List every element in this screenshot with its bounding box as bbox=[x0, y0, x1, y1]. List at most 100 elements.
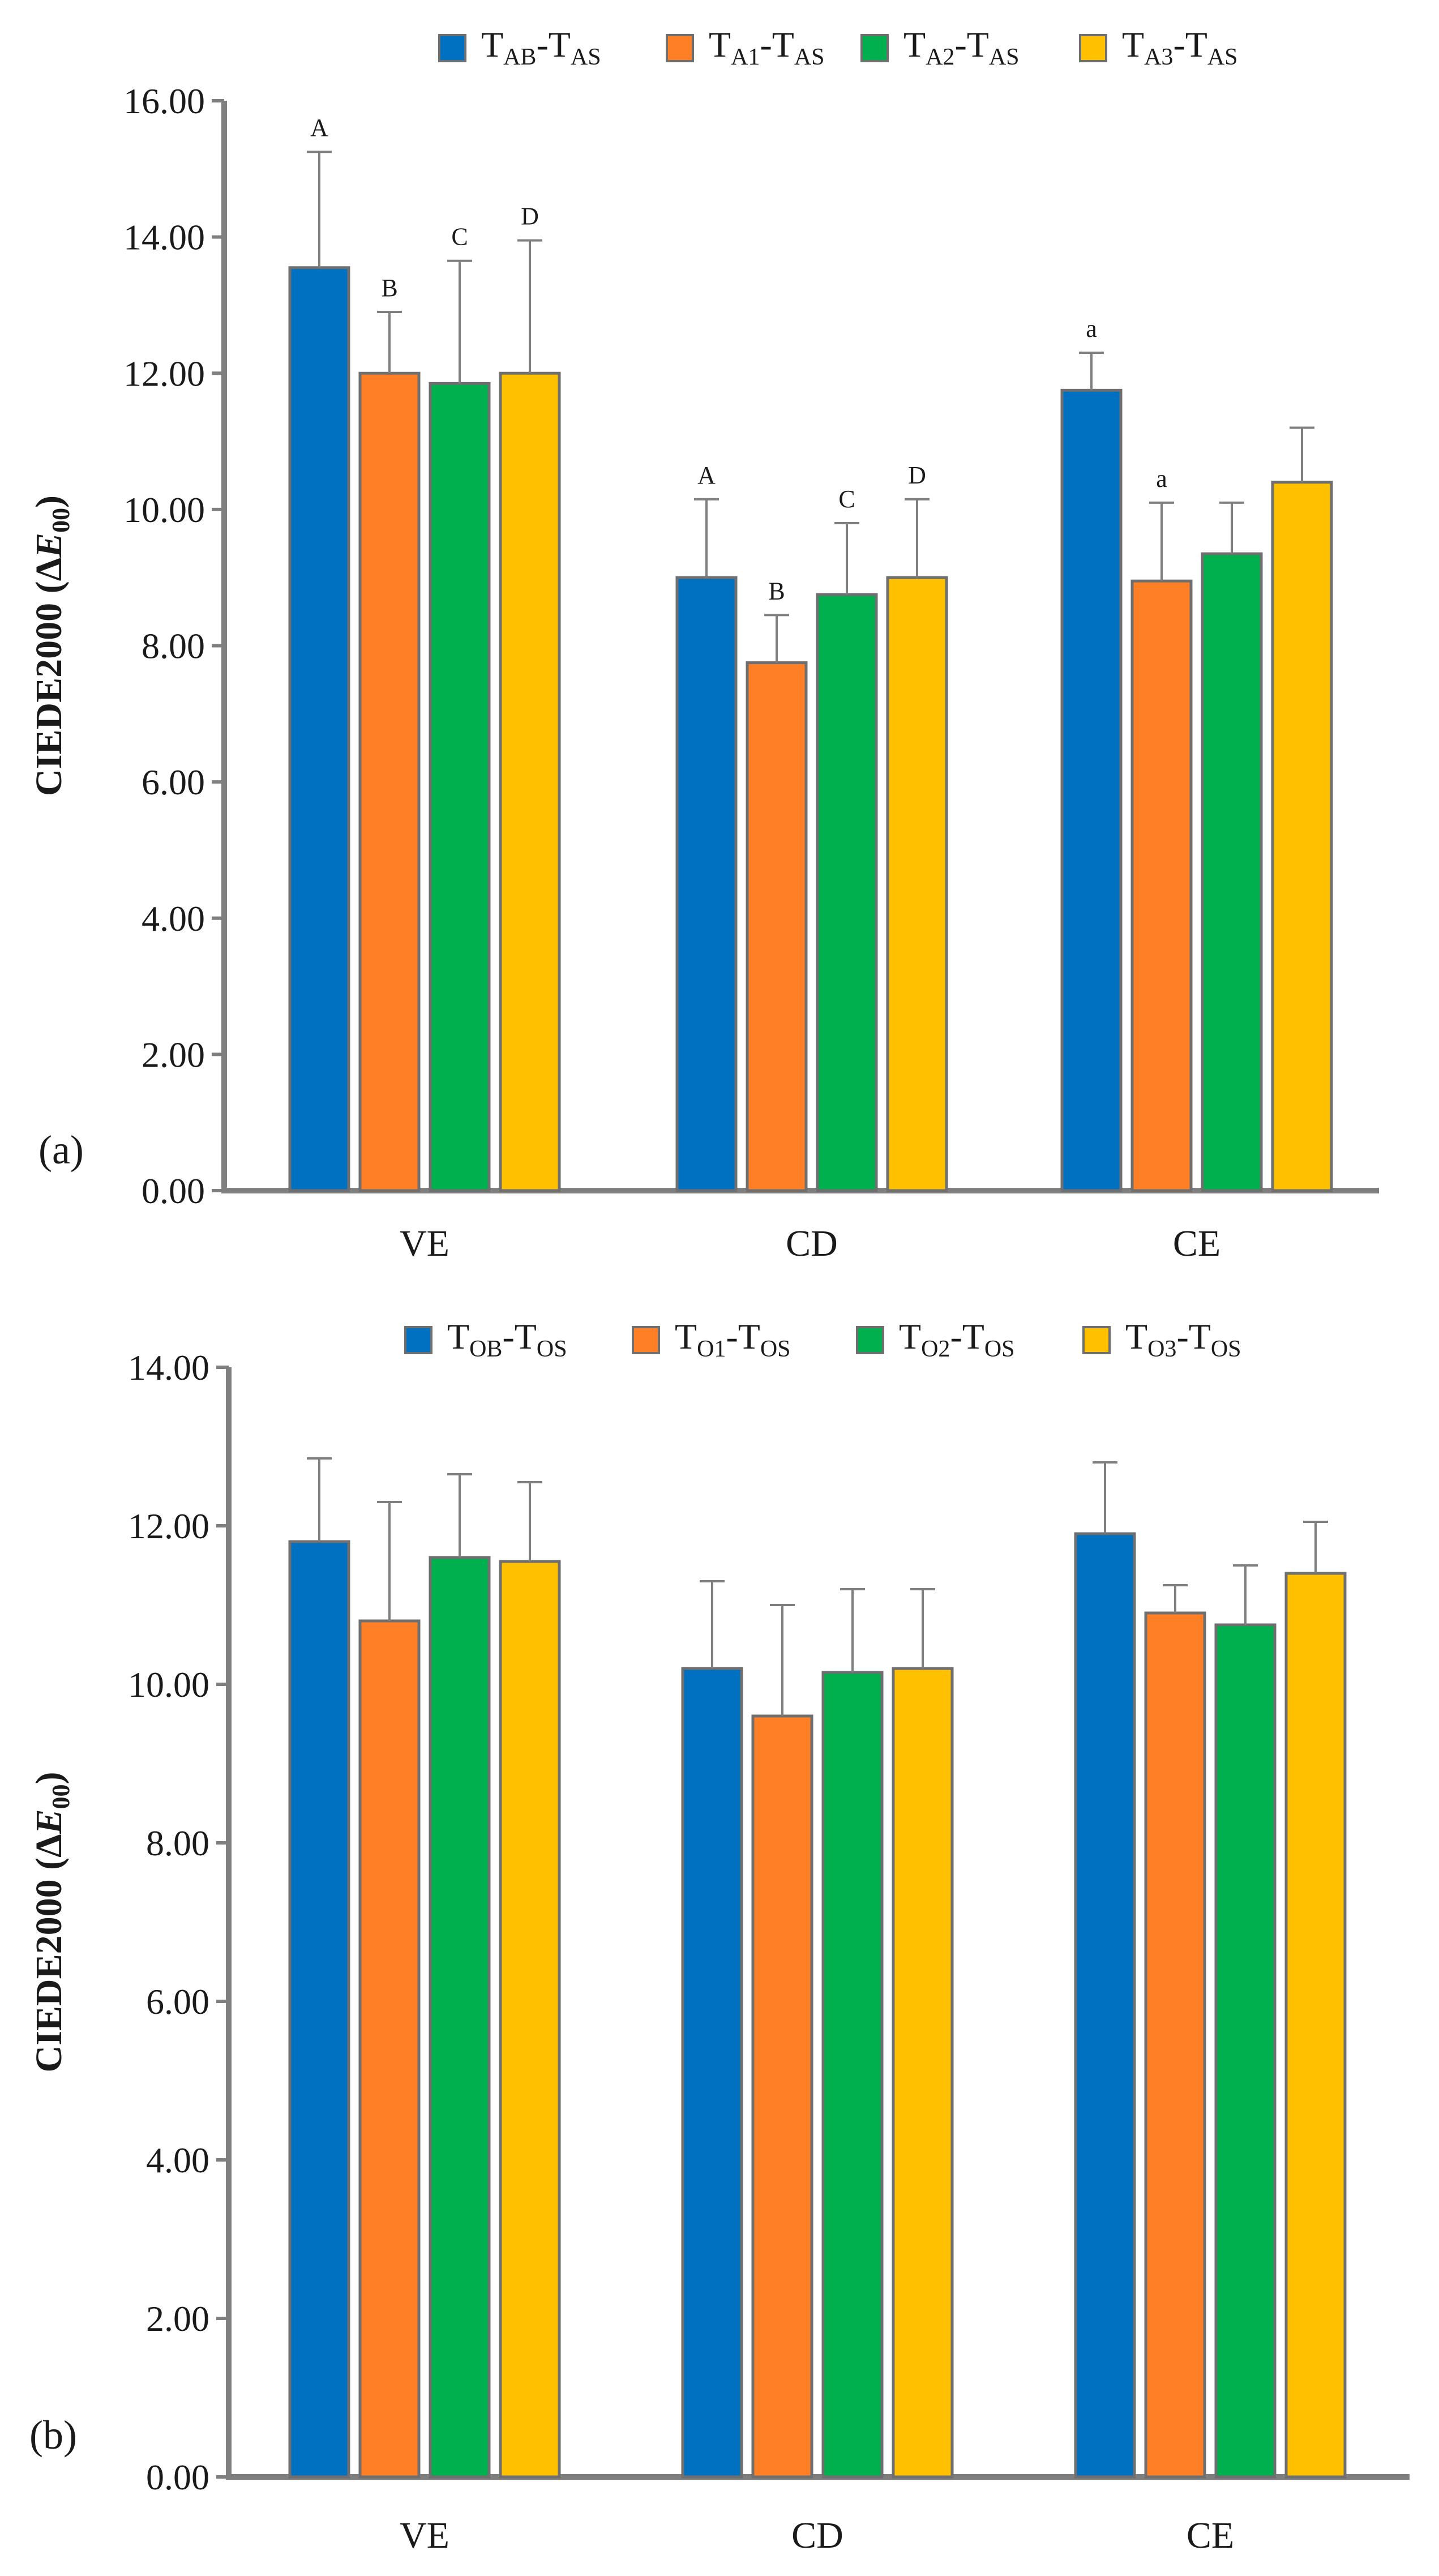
legend-subscript: AS bbox=[794, 44, 825, 70]
legend-subscript: A2 bbox=[926, 44, 954, 70]
y-axis-title-sub: 00 bbox=[47, 508, 75, 533]
legend-swatch bbox=[856, 1326, 884, 1354]
y-tick-label: 12.00 bbox=[128, 1506, 209, 1546]
legend-swatch bbox=[666, 34, 694, 62]
bar bbox=[681, 1667, 743, 2479]
y-tick-label: 2.00 bbox=[146, 2299, 209, 2339]
legend-text: -T bbox=[1173, 24, 1207, 65]
legend-subscript: AS bbox=[571, 44, 601, 70]
legend-subscript: OS bbox=[760, 1336, 791, 1362]
significance-label: a bbox=[1086, 315, 1097, 343]
y-axis-title: CIEDE2000 (ΔE00) bbox=[28, 1772, 75, 2073]
legend-entry: TA3-TAS bbox=[1122, 24, 1238, 70]
significance-label: D bbox=[908, 461, 926, 489]
legend-swatch bbox=[1079, 34, 1107, 62]
bar bbox=[1060, 388, 1123, 1192]
bar bbox=[358, 371, 421, 1192]
legend-subscript: OS bbox=[537, 1336, 567, 1362]
y-tick-label: 10.00 bbox=[128, 1664, 209, 1705]
y-tick-label: 4.00 bbox=[146, 2140, 209, 2180]
y-axis-title: CIEDE2000 (ΔE00) bbox=[28, 495, 75, 796]
significance-label: C bbox=[451, 223, 468, 251]
bar bbox=[886, 576, 948, 1192]
y-tick-label: 14.00 bbox=[128, 1347, 209, 1388]
legend-entry: TOB-TOS bbox=[447, 1316, 567, 1362]
legend-subscript: O2 bbox=[921, 1336, 950, 1362]
significance-label: a bbox=[1156, 465, 1167, 493]
y-tick-label: 6.00 bbox=[142, 762, 205, 802]
legend-subscript: AS bbox=[1207, 44, 1238, 70]
legend-text: -T bbox=[760, 24, 794, 65]
y-axis-title-main: CIEDE2000 (Δ bbox=[28, 558, 70, 796]
y-tick-label: 0.00 bbox=[142, 1171, 205, 1211]
legend-entry: TO1-TOS bbox=[675, 1316, 791, 1362]
y-axis-title-main: CIEDE2000 (Δ bbox=[28, 1834, 70, 2073]
y-axis-title-var: E bbox=[28, 533, 70, 558]
legend-subscript: O3 bbox=[1147, 1336, 1176, 1362]
significance-label: D bbox=[521, 203, 539, 230]
bar bbox=[816, 593, 878, 1192]
significance-label: A bbox=[310, 114, 328, 142]
x-category-label: CE bbox=[1187, 2515, 1234, 2556]
bar bbox=[429, 1556, 491, 2479]
legend-swatch bbox=[404, 1326, 432, 1354]
legend-text: T bbox=[1125, 1316, 1147, 1357]
x-category-label: CE bbox=[1173, 1223, 1220, 1264]
legend-subscript: A1 bbox=[731, 44, 760, 70]
significance-label: A bbox=[697, 461, 716, 489]
legend-text: T bbox=[903, 24, 926, 65]
bar bbox=[288, 1540, 350, 2479]
bar bbox=[1214, 1623, 1277, 2479]
bar bbox=[429, 382, 491, 1192]
legend-text: -T bbox=[1176, 1316, 1210, 1357]
bar bbox=[751, 1714, 813, 2479]
legend-text: T bbox=[899, 1316, 921, 1357]
y-tick-label: 4.00 bbox=[142, 898, 205, 939]
chart-panel-b: 0.00 2.00 4.00 6.00 8.00 10.00 12.00 14.00 CIEDE… bbox=[28, 1316, 1410, 2556]
bar bbox=[499, 371, 561, 1192]
y-axis-title-var: E bbox=[28, 1809, 70, 1835]
legend-subscript: OS bbox=[984, 1336, 1015, 1362]
x-category-label: VE bbox=[400, 1223, 449, 1264]
x-category-label: VE bbox=[400, 2515, 449, 2556]
bar bbox=[499, 1560, 561, 2479]
y-tick-label: 8.00 bbox=[146, 1823, 209, 1863]
y-tick-label: 2.00 bbox=[142, 1034, 205, 1075]
legend-entry: TAB-TAS bbox=[481, 24, 601, 70]
legend-entry: TO3-TOS bbox=[1125, 1316, 1241, 1362]
y-tick-label: 8.00 bbox=[142, 626, 205, 666]
legend-subscript: A3 bbox=[1144, 44, 1173, 70]
legend-subscript: O1 bbox=[697, 1336, 726, 1362]
y-tick-label: 0.00 bbox=[146, 2457, 209, 2497]
bar bbox=[358, 1619, 421, 2479]
significance-label: B bbox=[768, 577, 785, 605]
legend-text: -T bbox=[954, 24, 988, 65]
legend-swatch bbox=[632, 1326, 660, 1354]
y-tick-label: 6.00 bbox=[146, 1982, 209, 2022]
bar bbox=[1074, 1532, 1136, 2479]
legend-entry: TA1-TAS bbox=[709, 24, 825, 70]
bar bbox=[821, 1671, 884, 2479]
legend-subscript: AB bbox=[503, 44, 536, 70]
bar bbox=[1144, 1611, 1206, 2479]
panel-label: (a) bbox=[38, 1127, 84, 1173]
legend-text: T bbox=[709, 24, 731, 65]
legend-text: -T bbox=[950, 1316, 984, 1357]
legend-text: -T bbox=[726, 1316, 760, 1357]
legend-text: -T bbox=[536, 24, 570, 65]
legend-text: T bbox=[1122, 24, 1144, 65]
bar bbox=[1130, 579, 1193, 1192]
legend-subscript: AS bbox=[989, 44, 1020, 70]
y-axis-title-close: ) bbox=[28, 1772, 70, 1785]
legend-text: T bbox=[447, 1316, 469, 1357]
legend-swatch bbox=[860, 34, 889, 62]
legend-text: T bbox=[675, 1316, 697, 1357]
bar bbox=[1271, 481, 1333, 1192]
y-axis-title-sub: 00 bbox=[47, 1785, 75, 1809]
chart-panel-a: 0.00 2.00 4.00 6.00 8.00 10.00 12.00 14.00 16.00… bbox=[28, 24, 1379, 1264]
x-category-label: CD bbox=[791, 2515, 843, 2556]
y-tick-label: 10.00 bbox=[123, 490, 205, 530]
x-category-label: CD bbox=[786, 1223, 838, 1264]
significance-label: C bbox=[838, 485, 855, 513]
